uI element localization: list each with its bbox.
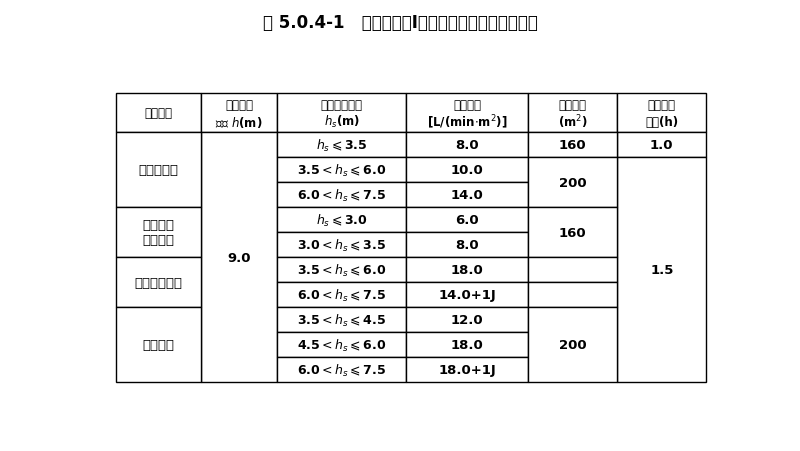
- Bar: [406, 208, 528, 233]
- Text: 9.0: 9.0: [227, 251, 251, 264]
- Bar: [278, 258, 406, 283]
- Bar: [406, 258, 528, 283]
- Text: 200: 200: [559, 176, 586, 189]
- Text: 3.0$<h_s\leqslant$3.5: 3.0$<h_s\leqslant$3.5: [297, 237, 386, 253]
- Bar: [278, 94, 406, 133]
- Bar: [278, 183, 406, 208]
- Text: 3.5$<h_s\leqslant$4.5: 3.5$<h_s\leqslant$4.5: [297, 312, 386, 328]
- Text: 高度 $h$(m): 高度 $h$(m): [215, 115, 263, 129]
- Bar: [202, 133, 278, 382]
- Bar: [406, 357, 528, 382]
- Bar: [618, 133, 706, 158]
- Bar: [278, 158, 406, 183]
- Text: 6.0$<h_s\leqslant$7.5: 6.0$<h_s\leqslant$7.5: [297, 187, 386, 203]
- Bar: [528, 308, 618, 382]
- Text: 3.5$<h_s\leqslant$6.0: 3.5$<h_s\leqslant$6.0: [297, 162, 386, 179]
- Text: 单、双排货架: 单、双排货架: [134, 276, 182, 289]
- Text: 表 5.0.4-1   仓库危险级Ⅰ级场所的系统设计基本参数: 表 5.0.4-1 仓库危险级Ⅰ级场所的系统设计基本参数: [262, 14, 538, 32]
- Text: 160: 160: [559, 139, 586, 152]
- Bar: [115, 133, 202, 208]
- Bar: [528, 258, 618, 283]
- Bar: [406, 133, 528, 158]
- Bar: [528, 208, 618, 258]
- Text: 18.0: 18.0: [450, 338, 483, 351]
- Bar: [528, 283, 618, 308]
- Text: 多排货架: 多排货架: [142, 338, 174, 351]
- Text: 1.5: 1.5: [650, 263, 674, 276]
- Bar: [115, 208, 202, 258]
- Bar: [406, 158, 528, 183]
- Bar: [278, 208, 406, 233]
- Text: 3.5$<h_s\leqslant$6.0: 3.5$<h_s\leqslant$6.0: [297, 262, 386, 278]
- Text: $h_s\leqslant$3.0: $h_s\leqslant$3.0: [316, 212, 367, 228]
- Text: 8.0: 8.0: [455, 239, 479, 252]
- Bar: [278, 133, 406, 158]
- Text: 喷水强度: 喷水强度: [453, 98, 481, 111]
- Text: 160: 160: [559, 226, 586, 239]
- Bar: [115, 94, 202, 133]
- Text: 时间(h): 时间(h): [646, 115, 678, 129]
- Bar: [528, 158, 618, 208]
- Text: 1.0: 1.0: [650, 139, 674, 152]
- Bar: [115, 308, 202, 382]
- Bar: [115, 258, 202, 308]
- Bar: [406, 233, 528, 258]
- Bar: [406, 94, 528, 133]
- Bar: [278, 332, 406, 357]
- Text: (m$^2$): (m$^2$): [558, 113, 587, 131]
- Text: 6.0$<h_s\leqslant$7.5: 6.0$<h_s\leqslant$7.5: [297, 287, 386, 303]
- Bar: [202, 94, 278, 133]
- Text: 最大净空: 最大净空: [226, 98, 254, 111]
- Text: 储存方式: 储存方式: [145, 107, 173, 120]
- Text: [L/(min$\cdot$m$^2$)]: [L/(min$\cdot$m$^2$)]: [426, 113, 507, 131]
- Bar: [528, 94, 618, 133]
- Bar: [278, 308, 406, 332]
- Text: 14.0+1J: 14.0+1J: [438, 289, 496, 302]
- Text: 14.0: 14.0: [450, 189, 483, 202]
- Text: 18.0+1J: 18.0+1J: [438, 364, 496, 376]
- Bar: [618, 158, 706, 382]
- Bar: [406, 183, 528, 208]
- Text: 堆垛、托盘: 堆垛、托盘: [138, 164, 178, 177]
- Bar: [406, 283, 528, 308]
- Text: 6.0: 6.0: [455, 214, 479, 227]
- Bar: [278, 283, 406, 308]
- Text: $h_s$(m): $h_s$(m): [323, 114, 360, 130]
- Text: 4.5$<h_s\leqslant$6.0: 4.5$<h_s\leqslant$6.0: [297, 337, 386, 353]
- Bar: [528, 133, 618, 158]
- Text: 持续喷水: 持续喷水: [648, 98, 676, 111]
- Text: 作用面积: 作用面积: [558, 98, 586, 111]
- Text: 200: 200: [559, 338, 586, 351]
- Text: 最大储物高度: 最大储物高度: [321, 98, 362, 111]
- Text: 单、双、
多排货架: 单、双、 多排货架: [142, 219, 174, 247]
- Text: 8.0: 8.0: [455, 139, 479, 152]
- Text: 6.0$<h_s\leqslant$7.5: 6.0$<h_s\leqslant$7.5: [297, 362, 386, 378]
- Bar: [406, 332, 528, 357]
- Bar: [278, 357, 406, 382]
- Text: 10.0: 10.0: [450, 164, 483, 177]
- Bar: [406, 308, 528, 332]
- Text: 18.0: 18.0: [450, 263, 483, 276]
- Bar: [278, 233, 406, 258]
- Text: 12.0: 12.0: [450, 313, 483, 327]
- Bar: [618, 94, 706, 133]
- Text: $h_s\leqslant$3.5: $h_s\leqslant$3.5: [316, 138, 367, 153]
